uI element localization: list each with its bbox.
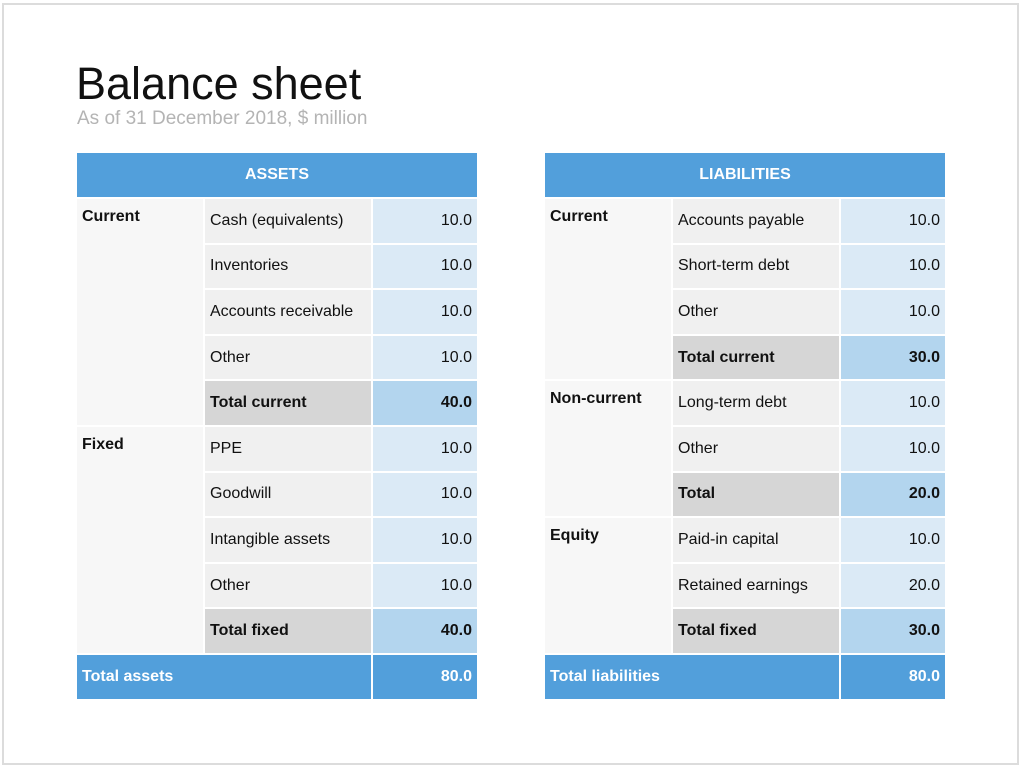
- row-label: PPE: [205, 427, 371, 471]
- row-label: Accounts payable: [673, 199, 839, 243]
- row-label: Long-term debt: [673, 381, 839, 425]
- row-label: Other: [673, 290, 839, 334]
- row-value: 10.0: [373, 244, 477, 289]
- subtotal-label: Total current: [205, 381, 371, 425]
- row-value: 20.0: [841, 563, 945, 608]
- row-value: 10.0: [373, 290, 477, 334]
- row-label: Other: [205, 335, 371, 380]
- row-value: 10.0: [373, 472, 477, 517]
- row-label: Retained earnings: [673, 563, 839, 608]
- subtotal-value: 20.0: [841, 472, 945, 517]
- row-label: Paid-in capital: [673, 518, 839, 562]
- row-value: 10.0: [841, 290, 945, 334]
- grand-total-value: 80.0: [841, 655, 945, 699]
- subtotal-value: 40.0: [373, 609, 477, 653]
- group-label: Current: [77, 199, 203, 425]
- row-value: 10.0: [841, 381, 945, 425]
- row-label: Other: [205, 563, 371, 608]
- subtotal-label: Total: [673, 472, 839, 517]
- row-value: 10.0: [373, 427, 477, 471]
- row-value: 10.0: [373, 199, 477, 243]
- grand-total-value: 80.0: [373, 655, 477, 699]
- row-label: Accounts receivable: [205, 290, 371, 334]
- subtitle: As of 31 December 2018, $ million: [77, 108, 368, 129]
- row-label: Cash (equivalents): [205, 199, 371, 243]
- frame: [2, 3, 1019, 765]
- row-value: 10.0: [373, 335, 477, 380]
- subtotal-label: Total fixed: [673, 609, 839, 653]
- row-value: 10.0: [841, 199, 945, 243]
- group-label: Current: [545, 199, 671, 380]
- subtotal-label: Total current: [673, 335, 839, 380]
- row-value: 10.0: [373, 518, 477, 562]
- row-label: Other: [673, 427, 839, 471]
- subtotal-value: 40.0: [373, 381, 477, 425]
- table-heading: LIABILITIES: [545, 153, 945, 197]
- group-label: Equity: [545, 518, 671, 653]
- row-value: 10.0: [373, 563, 477, 608]
- row-label: Intangible assets: [205, 518, 371, 562]
- subtotal-value: 30.0: [841, 335, 945, 380]
- group-label: Non-current: [545, 381, 671, 517]
- table-heading: ASSETS: [77, 153, 477, 197]
- subtotal-label: Total fixed: [205, 609, 371, 653]
- grand-total-label: Total liabilities: [545, 655, 839, 699]
- row-value: 10.0: [841, 244, 945, 289]
- row-label: Inventories: [205, 244, 371, 289]
- grand-total-label: Total assets: [77, 655, 371, 699]
- row-value: 10.0: [841, 427, 945, 471]
- row-label: Goodwill: [205, 472, 371, 517]
- title: Balance sheet: [76, 58, 362, 109]
- subtotal-value: 30.0: [841, 609, 945, 653]
- group-label: Fixed: [77, 427, 203, 653]
- row-value: 10.0: [841, 518, 945, 562]
- row-label: Short-term debt: [673, 244, 839, 289]
